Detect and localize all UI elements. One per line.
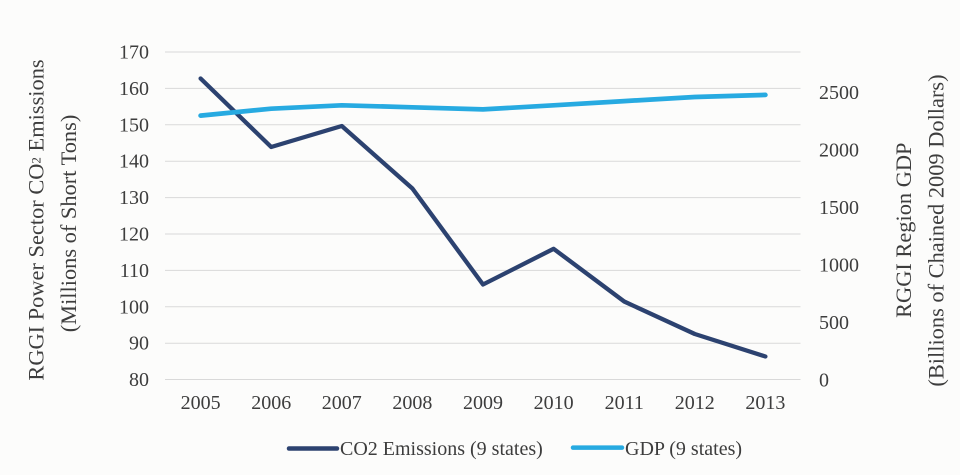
svg-text:2011: 2011 (605, 392, 644, 414)
svg-text:2006: 2006 (251, 392, 291, 414)
svg-text:GDP (9 states): GDP (9 states) (625, 438, 742, 460)
svg-text:80: 80 (129, 369, 149, 391)
svg-text:170: 170 (119, 42, 149, 64)
svg-text:160: 160 (119, 78, 149, 100)
svg-text:130: 130 (119, 187, 149, 209)
svg-text:2013: 2013 (745, 392, 785, 414)
svg-text:2008: 2008 (392, 392, 432, 414)
svg-text:500: 500 (819, 312, 849, 334)
svg-text:(Billions of Chained 2009 Doll: (Billions of Chained 2009 Dollars) (924, 74, 949, 386)
svg-text:(Millions of Short Tons): (Millions of Short Tons) (56, 115, 81, 333)
svg-text:100: 100 (119, 296, 149, 318)
svg-text:2012: 2012 (675, 392, 715, 414)
svg-text:0: 0 (819, 369, 829, 391)
svg-text:2007: 2007 (322, 392, 362, 414)
svg-text:CO2 Emissions (9 states): CO2 Emissions (9 states) (340, 438, 543, 460)
svg-text:140: 140 (119, 151, 149, 173)
svg-text:2010: 2010 (534, 392, 574, 414)
svg-text:1500: 1500 (819, 197, 859, 219)
svg-text:RGGI Region GDP: RGGI Region GDP (891, 142, 916, 317)
svg-text:2500: 2500 (819, 82, 859, 104)
svg-text:RGGI Power Sector CO2 Emission: RGGI Power Sector CO2 Emissions (24, 59, 49, 380)
svg-text:2000: 2000 (819, 140, 859, 162)
svg-text:90: 90 (129, 333, 149, 355)
svg-text:2005: 2005 (181, 392, 221, 414)
svg-text:2009: 2009 (463, 392, 503, 414)
svg-text:150: 150 (119, 114, 149, 136)
svg-text:110: 110 (120, 260, 149, 282)
svg-text:120: 120 (119, 224, 149, 246)
svg-text:1000: 1000 (819, 254, 859, 276)
